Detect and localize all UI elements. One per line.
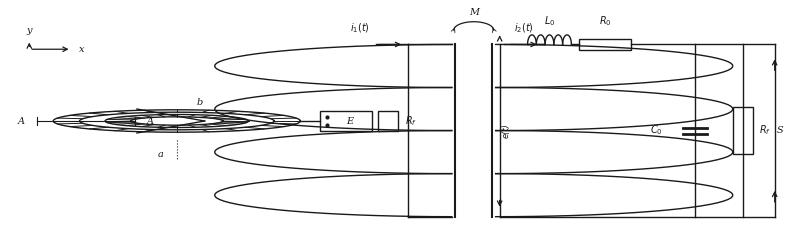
Bar bbox=[579, 39, 631, 50]
Text: $i_1(t)$: $i_1(t)$ bbox=[350, 21, 370, 35]
Text: $R_f$: $R_f$ bbox=[405, 114, 417, 128]
Bar bbox=[733, 107, 753, 154]
Text: E: E bbox=[346, 116, 354, 126]
Text: e(t): e(t) bbox=[502, 123, 511, 138]
Text: $C_0$: $C_0$ bbox=[650, 124, 663, 137]
Text: $i_2(t)$: $i_2(t)$ bbox=[514, 21, 534, 35]
Text: a: a bbox=[158, 150, 164, 159]
Bar bbox=[378, 111, 398, 131]
Text: y: y bbox=[26, 26, 32, 35]
Text: A: A bbox=[18, 116, 25, 126]
Text: $L_0$: $L_0$ bbox=[544, 14, 555, 28]
Bar bbox=[320, 111, 372, 131]
Text: S: S bbox=[777, 126, 783, 135]
Text: $R_f$: $R_f$ bbox=[759, 124, 771, 137]
Text: A: A bbox=[147, 116, 154, 126]
Text: $R_0$: $R_0$ bbox=[599, 14, 612, 28]
Text: M: M bbox=[469, 8, 478, 17]
Text: b: b bbox=[197, 98, 203, 107]
Text: x: x bbox=[79, 45, 85, 54]
